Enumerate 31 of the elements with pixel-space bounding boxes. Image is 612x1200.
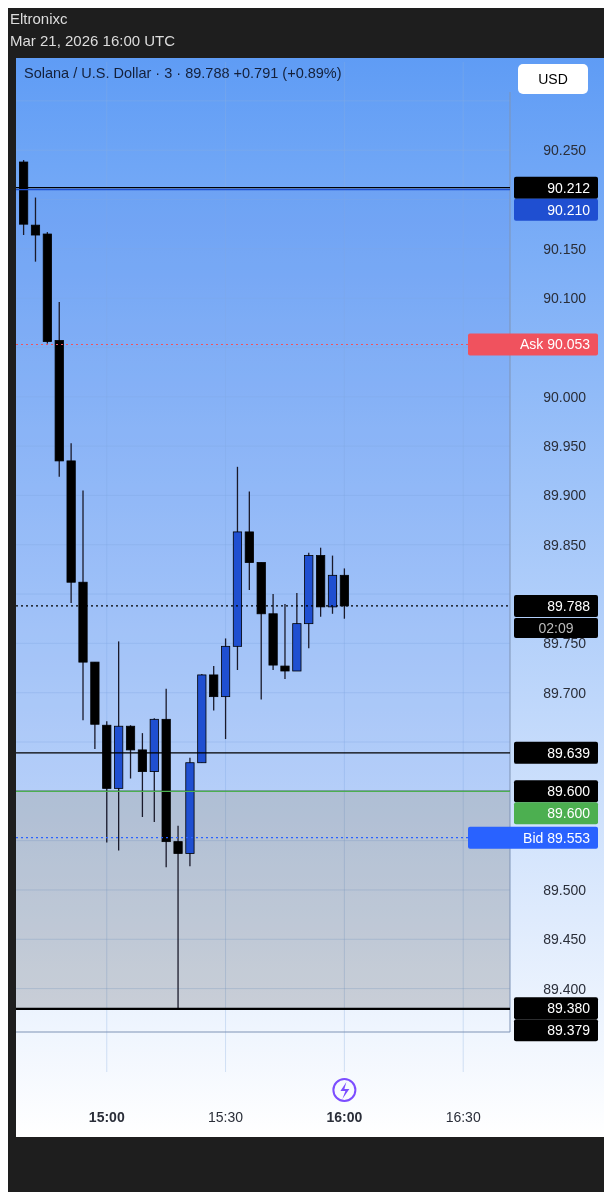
ref-line-label: 89.639 — [547, 744, 591, 761]
y-tick-label: 89.900 — [543, 487, 587, 504]
x-tick-label: 15:30 — [208, 1109, 244, 1125]
y-tick-label: 90.100 — [543, 290, 587, 307]
ref-line-label: 89.379 — [547, 1022, 591, 1039]
y-tick-label: 89.500 — [543, 881, 587, 898]
ref-line-label: 90.212 — [547, 179, 591, 196]
y-tick-label: 89.400 — [543, 980, 587, 997]
y-tick-label: 89.850 — [543, 536, 587, 553]
ref-line-label: 89.788 — [547, 597, 591, 614]
chart-title: Solana / U.S. Dollar · 3 · 89.788 +0.791 (+0.89%) — [24, 65, 342, 81]
y-tick-label: 90.250 — [543, 142, 587, 159]
y-tick-label: 90.150 — [543, 240, 587, 257]
ref-line-label: 90.210 — [547, 201, 591, 218]
y-tick-label: 89.750 — [543, 635, 587, 652]
ref-line-label: 89.600 — [547, 783, 591, 800]
text: 02:09 — [538, 619, 574, 636]
y-tick-label: 89.700 — [543, 684, 587, 701]
text: USD — [538, 71, 568, 87]
ref-line-label: 89.380 — [547, 1000, 591, 1017]
ref-line-label: 89.600 — [547, 805, 591, 822]
y-tick-label: 89.450 — [543, 931, 587, 948]
y-tick-label: 90.000 — [543, 388, 587, 405]
ref-line-label: Ask 90.053 — [519, 336, 591, 353]
y-tick-label: 89.950 — [543, 438, 587, 454]
x-tick-label: 15:00 — [88, 1109, 125, 1125]
chart-subtitle: Mar 21, 2026 16:00 UTC — [10, 32, 176, 49]
x-tick-label: 16:30 — [445, 1109, 481, 1125]
text: Eltronixc — [10, 10, 69, 27]
ref-line-label: Bid 89.553 — [523, 829, 591, 846]
x-tick-label: 16:00 — [326, 1109, 363, 1125]
